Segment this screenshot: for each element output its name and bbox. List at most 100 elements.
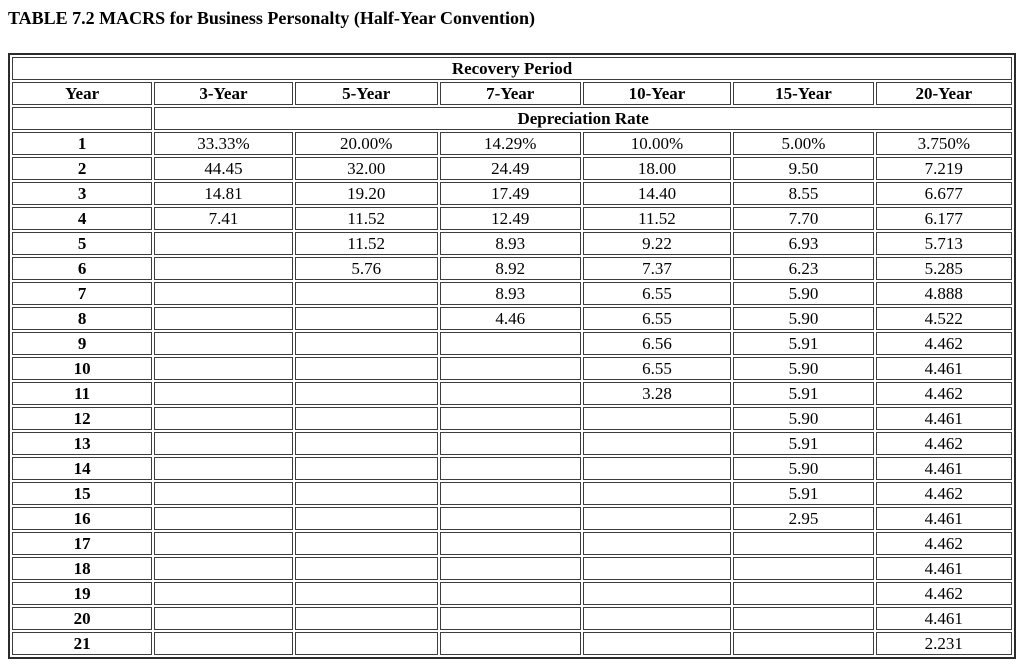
rate-cell: 6.55 bbox=[582, 307, 732, 330]
rate-cell bbox=[154, 282, 293, 305]
rate-cell: 4.461 bbox=[875, 357, 1012, 380]
table-row: 21 2.231 bbox=[12, 632, 1012, 655]
macrs-table: Recovery Period Year 3-Year 5-Year 7-Year 10… bbox=[8, 53, 1016, 659]
rate-cell bbox=[154, 382, 293, 405]
rate-cell bbox=[294, 557, 438, 580]
rate-cell: 8.55 bbox=[733, 182, 874, 205]
rate-cell: 2.95 bbox=[733, 507, 874, 530]
table-row: 16 2.95 4.461 bbox=[12, 507, 1012, 530]
rate-cell: 6.23 bbox=[733, 257, 874, 280]
table-row: 8 4.46 6.55 5.90 4.522 bbox=[12, 307, 1012, 330]
rate-cell: 9.22 bbox=[582, 232, 732, 255]
rate-cell bbox=[439, 407, 581, 430]
table-title: TABLE 7.2 MACRS for Business Personalty … bbox=[8, 8, 536, 28]
table-row: 3 14.81 19.20 17.49 14.40 8.55 6.677 bbox=[12, 182, 1012, 205]
column-header-5-year: 5-Year bbox=[294, 82, 438, 105]
table-row: 1 33.33% 20.00% 14.29% 10.00% 5.00% 3.750% bbox=[12, 132, 1012, 155]
rate-cell bbox=[154, 482, 293, 505]
rate-cell: 5.00% bbox=[733, 132, 874, 155]
rate-cell bbox=[294, 357, 438, 380]
year-cell: 10 bbox=[12, 357, 153, 380]
rate-cell: 7.41 bbox=[154, 207, 293, 230]
rate-cell: 4.461 bbox=[875, 407, 1012, 430]
rate-cell bbox=[733, 532, 874, 555]
rate-cell: 4.888 bbox=[875, 282, 1012, 305]
rate-cell: 4.522 bbox=[875, 307, 1012, 330]
rate-cell: 5.91 bbox=[733, 432, 874, 455]
rate-cell bbox=[439, 432, 581, 455]
column-header-7-year: 7-Year bbox=[439, 82, 581, 105]
rate-cell bbox=[154, 582, 293, 605]
column-header-year: Year bbox=[12, 82, 153, 105]
rate-cell bbox=[582, 457, 732, 480]
rate-cell bbox=[294, 457, 438, 480]
year-cell: 7 bbox=[12, 282, 153, 305]
rate-cell: 5.91 bbox=[733, 482, 874, 505]
rate-cell bbox=[439, 457, 581, 480]
column-header-15-year: 15-Year bbox=[733, 82, 874, 105]
rate-cell: 4.46 bbox=[439, 307, 581, 330]
rate-cell bbox=[294, 507, 438, 530]
rate-cell bbox=[294, 332, 438, 355]
rate-cell bbox=[154, 607, 293, 630]
rate-cell: 6.55 bbox=[582, 282, 732, 305]
rate-cell: 6.93 bbox=[733, 232, 874, 255]
year-cell: 9 bbox=[12, 332, 153, 355]
year-cell: 14 bbox=[12, 457, 153, 480]
year-cell: 16 bbox=[12, 507, 153, 530]
rate-cell: 4.462 bbox=[875, 582, 1012, 605]
rate-cell: 4.461 bbox=[875, 507, 1012, 530]
rate-cell bbox=[733, 607, 874, 630]
rate-cell: 7.70 bbox=[733, 207, 874, 230]
rate-cell: 5.91 bbox=[733, 382, 874, 405]
year-cell: 8 bbox=[12, 307, 153, 330]
empty-corner-cell bbox=[12, 107, 153, 130]
rate-cell: 20.00% bbox=[294, 132, 438, 155]
rate-cell: 6.55 bbox=[582, 357, 732, 380]
rate-cell bbox=[294, 532, 438, 555]
rate-cell bbox=[294, 432, 438, 455]
table-row: 2 44.45 32.00 24.49 18.00 9.50 7.219 bbox=[12, 157, 1012, 180]
recovery-period-row: Recovery Period bbox=[12, 57, 1012, 80]
rate-cell: 11.52 bbox=[294, 207, 438, 230]
rate-cell bbox=[294, 632, 438, 655]
rate-cell: 8.93 bbox=[439, 232, 581, 255]
rate-cell: 11.52 bbox=[582, 207, 732, 230]
table-row: 10 6.55 5.90 4.461 bbox=[12, 357, 1012, 380]
depreciation-rate-header: Depreciation Rate bbox=[154, 107, 1012, 130]
rate-cell: 33.33% bbox=[154, 132, 293, 155]
rate-cell bbox=[582, 507, 732, 530]
rate-cell: 19.20 bbox=[294, 182, 438, 205]
rate-cell: 5.90 bbox=[733, 307, 874, 330]
rate-cell: 4.462 bbox=[875, 532, 1012, 555]
rate-cell bbox=[439, 532, 581, 555]
table-row: 11 3.28 5.91 4.462 bbox=[12, 382, 1012, 405]
rate-cell: 8.92 bbox=[439, 257, 581, 280]
table-row: 19 4.462 bbox=[12, 582, 1012, 605]
rate-cell bbox=[733, 557, 874, 580]
year-cell: 15 bbox=[12, 482, 153, 505]
rate-cell bbox=[154, 457, 293, 480]
rate-cell: 6.677 bbox=[875, 182, 1012, 205]
rate-cell bbox=[439, 382, 581, 405]
rate-cell bbox=[154, 307, 293, 330]
rate-cell: 5.91 bbox=[733, 332, 874, 355]
year-cell: 2 bbox=[12, 157, 153, 180]
rate-cell: 3.750% bbox=[875, 132, 1012, 155]
table-row: 4 7.41 11.52 12.49 11.52 7.70 6.177 bbox=[12, 207, 1012, 230]
table-row: 7 8.93 6.55 5.90 4.888 bbox=[12, 282, 1012, 305]
rate-cell: 4.462 bbox=[875, 332, 1012, 355]
rate-cell bbox=[439, 607, 581, 630]
rate-cell bbox=[294, 382, 438, 405]
rate-cell: 32.00 bbox=[294, 157, 438, 180]
rate-cell: 18.00 bbox=[582, 157, 732, 180]
rate-cell bbox=[154, 257, 293, 280]
rate-cell bbox=[154, 332, 293, 355]
rate-cell: 5.90 bbox=[733, 282, 874, 305]
rate-cell: 14.81 bbox=[154, 182, 293, 205]
rate-cell bbox=[154, 232, 293, 255]
rate-cell bbox=[294, 607, 438, 630]
rate-cell: 4.461 bbox=[875, 457, 1012, 480]
rate-cell: 3.28 bbox=[582, 382, 732, 405]
table-body: 1 33.33% 20.00% 14.29% 10.00% 5.00% 3.750% 2 44.… bbox=[12, 132, 1012, 655]
